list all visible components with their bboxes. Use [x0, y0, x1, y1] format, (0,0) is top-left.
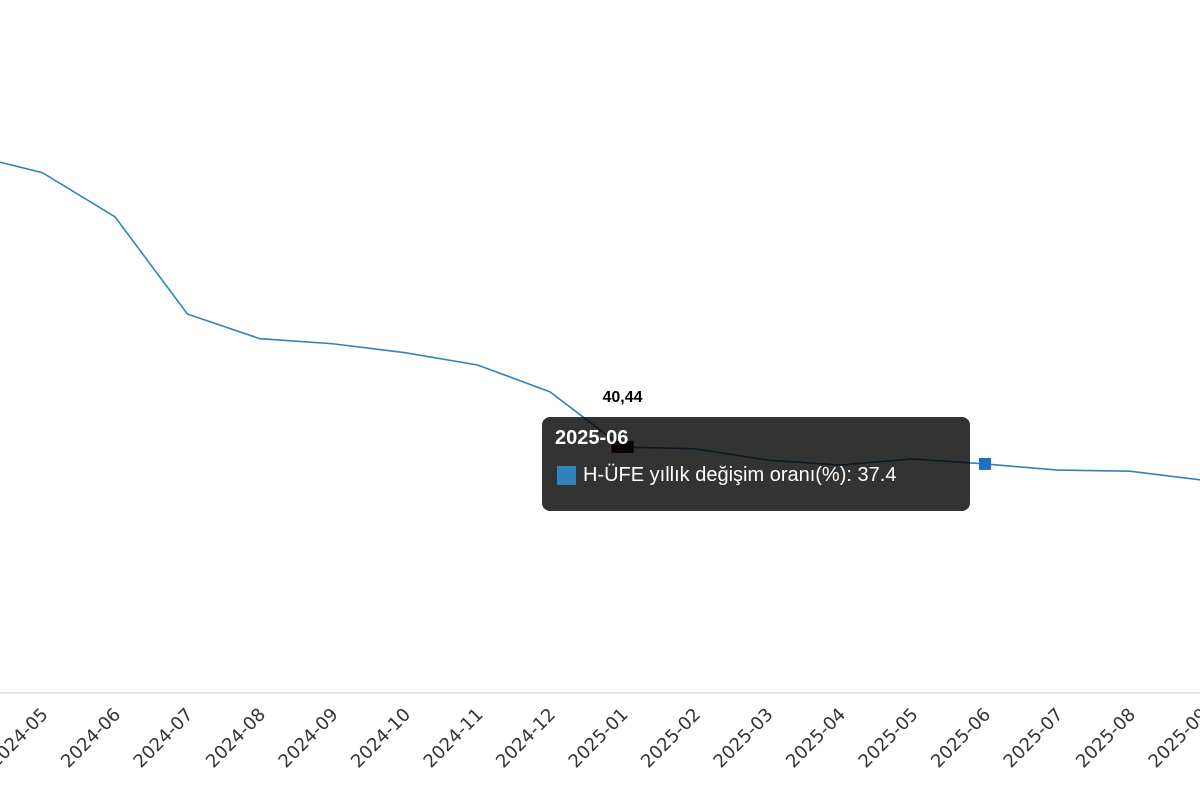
tooltip-swatch — [557, 466, 576, 485]
tooltip-value: 37.4 — [857, 464, 897, 486]
highlight-point — [979, 457, 991, 470]
x-tick-label: 2025-02 — [637, 704, 705, 772]
x-tick-label: 2025-04 — [782, 704, 850, 772]
x-tick-label: 2024-09 — [275, 704, 343, 772]
tooltip-row: H-ÜFE yıllık değişim oranı(%) 37.4 — [555, 464, 957, 487]
data-label: 40,44 — [602, 389, 642, 406]
x-tick-label: 2024-07 — [130, 704, 198, 772]
tooltip: 2025-06 H-ÜFE yıllık değişim oranı(%) 37… — [542, 417, 970, 511]
x-tick-label: 2025-08 — [1072, 704, 1140, 772]
x-tick-label: 2024-06 — [57, 704, 125, 772]
x-tick-label: 2024-10 — [347, 704, 415, 772]
x-tick-label: 2025-03 — [710, 704, 778, 772]
x-tick-label: 2024-05 — [0, 704, 53, 772]
x-tick-label: 2025-05 — [855, 704, 923, 772]
tooltip-title: 2025-06 — [555, 427, 629, 449]
x-tick-label: 2025-01 — [565, 704, 633, 772]
tooltip-series-name: H-ÜFE yıllık değişim oranı(%) — [583, 464, 858, 487]
x-tick-label: 2025-06 — [927, 704, 995, 772]
x-tick-label: 2025-09 — [1145, 704, 1200, 772]
x-tick-label: 2024-08 — [202, 704, 270, 772]
x-tick-label: 2025-07 — [1000, 704, 1068, 772]
x-tick-label: 2024-12 — [492, 704, 560, 772]
x-tick-label: 2024-11 — [420, 704, 488, 772]
